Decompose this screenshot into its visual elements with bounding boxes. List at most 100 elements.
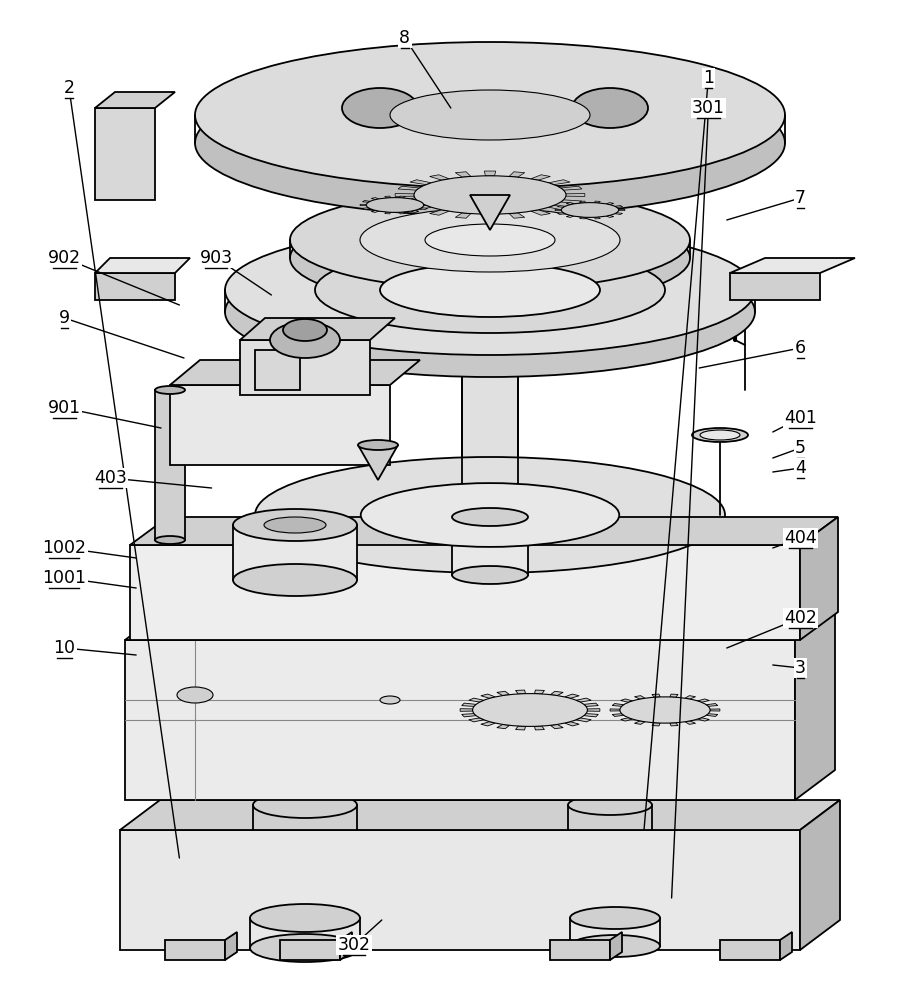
Polygon shape: [652, 723, 659, 726]
Polygon shape: [125, 610, 834, 640]
Polygon shape: [419, 208, 427, 210]
Polygon shape: [399, 212, 405, 214]
Polygon shape: [579, 201, 585, 203]
Text: 1: 1: [702, 69, 713, 87]
Ellipse shape: [283, 319, 326, 341]
Polygon shape: [620, 718, 631, 721]
Polygon shape: [362, 200, 369, 202]
Ellipse shape: [342, 88, 417, 128]
Polygon shape: [410, 205, 431, 210]
Polygon shape: [669, 694, 677, 697]
Text: 8: 8: [399, 29, 410, 47]
Polygon shape: [119, 830, 800, 950]
Polygon shape: [697, 699, 709, 702]
Polygon shape: [534, 690, 544, 694]
Ellipse shape: [359, 208, 619, 272]
Polygon shape: [611, 704, 623, 706]
Polygon shape: [515, 726, 525, 730]
Ellipse shape: [225, 225, 754, 355]
Polygon shape: [706, 714, 717, 716]
Ellipse shape: [357, 440, 398, 450]
Polygon shape: [685, 696, 695, 699]
Polygon shape: [530, 175, 550, 180]
Text: 403: 403: [94, 469, 127, 487]
Ellipse shape: [619, 697, 709, 723]
Polygon shape: [534, 726, 544, 730]
Polygon shape: [548, 205, 570, 210]
Text: 1002: 1002: [42, 539, 86, 557]
Polygon shape: [165, 940, 225, 960]
Ellipse shape: [195, 70, 784, 216]
Text: 302: 302: [337, 936, 370, 954]
Polygon shape: [483, 214, 495, 219]
Polygon shape: [634, 696, 644, 699]
Polygon shape: [95, 258, 190, 273]
Ellipse shape: [414, 176, 565, 214]
Polygon shape: [125, 640, 794, 800]
Polygon shape: [130, 517, 837, 545]
Ellipse shape: [233, 564, 357, 596]
Ellipse shape: [366, 198, 424, 212]
Polygon shape: [530, 210, 550, 215]
Polygon shape: [561, 186, 582, 190]
Polygon shape: [370, 210, 379, 212]
Ellipse shape: [425, 224, 554, 256]
Text: 2: 2: [63, 79, 74, 97]
Text: 1001: 1001: [42, 569, 86, 587]
Ellipse shape: [567, 795, 652, 815]
Polygon shape: [95, 92, 175, 108]
Polygon shape: [575, 698, 591, 702]
Polygon shape: [370, 198, 379, 200]
Polygon shape: [729, 273, 819, 300]
Ellipse shape: [380, 263, 599, 317]
Polygon shape: [398, 186, 419, 190]
Polygon shape: [564, 722, 579, 726]
Polygon shape: [620, 699, 631, 702]
Polygon shape: [606, 203, 613, 205]
Polygon shape: [575, 718, 591, 722]
Ellipse shape: [451, 508, 528, 526]
Ellipse shape: [176, 687, 213, 703]
Ellipse shape: [264, 517, 325, 533]
Polygon shape: [483, 171, 495, 176]
Polygon shape: [95, 273, 175, 300]
Ellipse shape: [472, 694, 586, 726]
Polygon shape: [565, 203, 573, 205]
Polygon shape: [565, 215, 573, 217]
Ellipse shape: [269, 322, 340, 358]
Polygon shape: [279, 940, 340, 960]
Polygon shape: [411, 210, 418, 212]
Polygon shape: [669, 723, 677, 726]
Polygon shape: [410, 180, 431, 185]
Ellipse shape: [314, 247, 664, 333]
Polygon shape: [557, 205, 564, 207]
Text: 9: 9: [59, 309, 70, 327]
Text: 7: 7: [794, 189, 805, 207]
Polygon shape: [584, 714, 597, 717]
Polygon shape: [550, 940, 609, 960]
Polygon shape: [570, 918, 659, 946]
Polygon shape: [496, 691, 509, 696]
Ellipse shape: [691, 428, 747, 442]
Polygon shape: [697, 718, 709, 721]
Polygon shape: [455, 213, 471, 218]
Polygon shape: [609, 709, 619, 711]
Ellipse shape: [154, 536, 185, 544]
Ellipse shape: [250, 934, 359, 962]
Polygon shape: [384, 196, 391, 198]
Polygon shape: [429, 175, 448, 180]
Polygon shape: [720, 940, 779, 960]
Polygon shape: [398, 200, 419, 204]
Polygon shape: [461, 260, 517, 517]
Text: 5: 5: [794, 439, 805, 457]
Polygon shape: [611, 714, 623, 716]
Text: 3: 3: [794, 659, 805, 677]
Polygon shape: [548, 180, 570, 185]
Polygon shape: [411, 198, 418, 200]
Polygon shape: [469, 718, 483, 722]
Ellipse shape: [360, 483, 618, 547]
Polygon shape: [515, 690, 525, 694]
Polygon shape: [461, 703, 475, 706]
Polygon shape: [565, 194, 584, 196]
Polygon shape: [460, 709, 472, 711]
